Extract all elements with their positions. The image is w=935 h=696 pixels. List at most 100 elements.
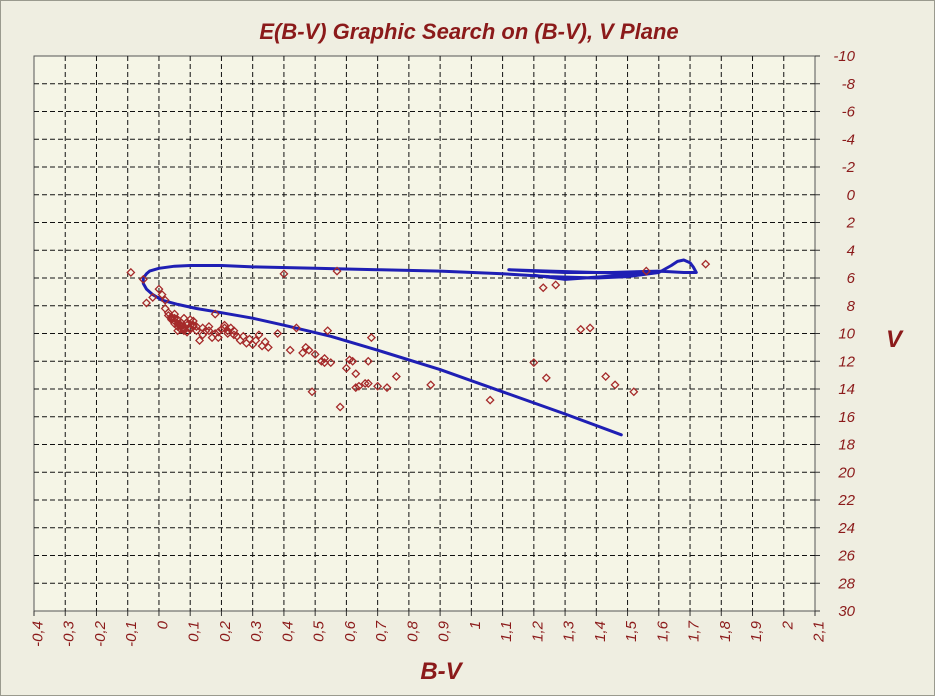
y-tick-label: -4 <box>842 131 855 148</box>
y-tick-label: -2 <box>842 159 856 176</box>
x-tick-label: 1,9 <box>748 620 765 642</box>
data-point <box>538 283 548 293</box>
data-point <box>185 315 195 325</box>
data-point <box>210 309 220 319</box>
data-point <box>220 320 230 330</box>
data-point <box>173 326 183 336</box>
data-point <box>373 381 383 391</box>
data-point <box>182 327 192 337</box>
y-tick-label: 24 <box>837 520 855 537</box>
data-point <box>629 387 639 397</box>
data-point <box>204 322 214 332</box>
x-tick-label: 0,5 <box>311 620 328 642</box>
data-point <box>585 323 595 333</box>
y-tick-label: 8 <box>847 298 856 315</box>
data-point <box>279 269 289 279</box>
x-tick-label: 1,8 <box>717 620 734 642</box>
data-point <box>285 345 295 355</box>
data-point <box>154 284 164 294</box>
data-point <box>529 358 539 368</box>
data-point <box>229 330 239 340</box>
isochrone-curve <box>141 258 698 437</box>
data-point <box>157 290 167 300</box>
data-point <box>138 274 148 284</box>
x-tick-label: 1,1 <box>498 621 515 642</box>
y-axis-label: V <box>886 326 904 353</box>
isochrone-curve-group <box>141 258 698 437</box>
data-point <box>701 259 711 269</box>
x-tick-label: 0 <box>154 620 171 629</box>
data-point <box>323 326 333 336</box>
data-point <box>391 371 401 382</box>
data-point <box>182 317 192 327</box>
data-point <box>141 298 151 308</box>
data-point <box>273 328 283 339</box>
y-tick-label: 4 <box>847 242 855 259</box>
y-tick-label: 28 <box>837 575 855 592</box>
data-point <box>229 326 239 336</box>
x-tick-label: -0,1 <box>123 621 140 647</box>
chart-title: E(B-V) Graphic Search on (B-V), V Plane <box>259 19 678 44</box>
x-tick-label: 0,8 <box>404 620 421 642</box>
x-tick-label: 1,7 <box>686 620 703 642</box>
x-tick-label: 1,6 <box>654 620 671 642</box>
y-tick-label: 20 <box>837 464 855 481</box>
x-tick-label: 2 <box>779 620 796 630</box>
data-point <box>254 330 264 340</box>
y-tick-label: -6 <box>842 104 856 121</box>
star-points-group <box>126 259 711 412</box>
data-point <box>185 324 195 334</box>
y-tick-label: 12 <box>838 353 855 370</box>
y-tick-label: 6 <box>847 270 856 287</box>
data-point <box>198 323 208 333</box>
data-point <box>360 378 370 388</box>
y-tick-label: 16 <box>838 409 855 426</box>
x-tick-label: 0,7 <box>373 620 390 642</box>
x-tick-label: 0,6 <box>342 620 359 642</box>
data-point <box>191 326 201 336</box>
x-tick-label: 1 <box>467 621 484 629</box>
data-point <box>576 324 586 334</box>
data-point <box>223 326 233 336</box>
data-point <box>148 292 158 302</box>
data-point <box>320 358 330 368</box>
x-tick-label: 0,1 <box>186 621 203 642</box>
y-tick-label: 18 <box>838 437 855 454</box>
data-point <box>260 337 270 347</box>
data-point <box>610 380 620 390</box>
data-point <box>332 266 342 276</box>
data-point <box>335 402 345 412</box>
x-tick-label: 2,1 <box>811 621 828 643</box>
x-tick-label: 1,3 <box>561 620 578 642</box>
y-tick-label: 26 <box>837 548 855 565</box>
data-point <box>310 349 320 359</box>
data-point <box>426 380 436 390</box>
data-point <box>366 333 376 343</box>
y-tick-label: -8 <box>842 76 856 93</box>
x-tick-label: 0,2 <box>217 620 234 642</box>
x-axis-label: B-V <box>420 658 463 685</box>
y-tick-label: 14 <box>838 381 855 398</box>
x-tick-label: 1,5 <box>623 620 640 642</box>
data-point <box>541 373 551 383</box>
data-point <box>326 358 336 368</box>
x-tick-label: 0,3 <box>248 620 265 642</box>
data-point <box>485 395 495 405</box>
data-point <box>263 342 273 352</box>
y-tick-label: 2 <box>846 215 856 232</box>
data-point <box>351 369 361 379</box>
data-point <box>551 280 561 290</box>
x-tick-label: 1,2 <box>529 620 546 642</box>
data-point <box>363 378 373 388</box>
y-tick-label: 22 <box>837 492 855 509</box>
x-tick-label: 1,4 <box>592 621 609 642</box>
data-point <box>363 356 373 366</box>
plot-area <box>33 55 816 612</box>
y-tick-label: 10 <box>838 326 855 343</box>
data-point <box>298 348 308 358</box>
x-tick-label: 0,9 <box>436 620 453 642</box>
data-point <box>204 326 214 336</box>
data-point <box>160 295 170 305</box>
y-tick-label: -10 <box>833 48 855 65</box>
